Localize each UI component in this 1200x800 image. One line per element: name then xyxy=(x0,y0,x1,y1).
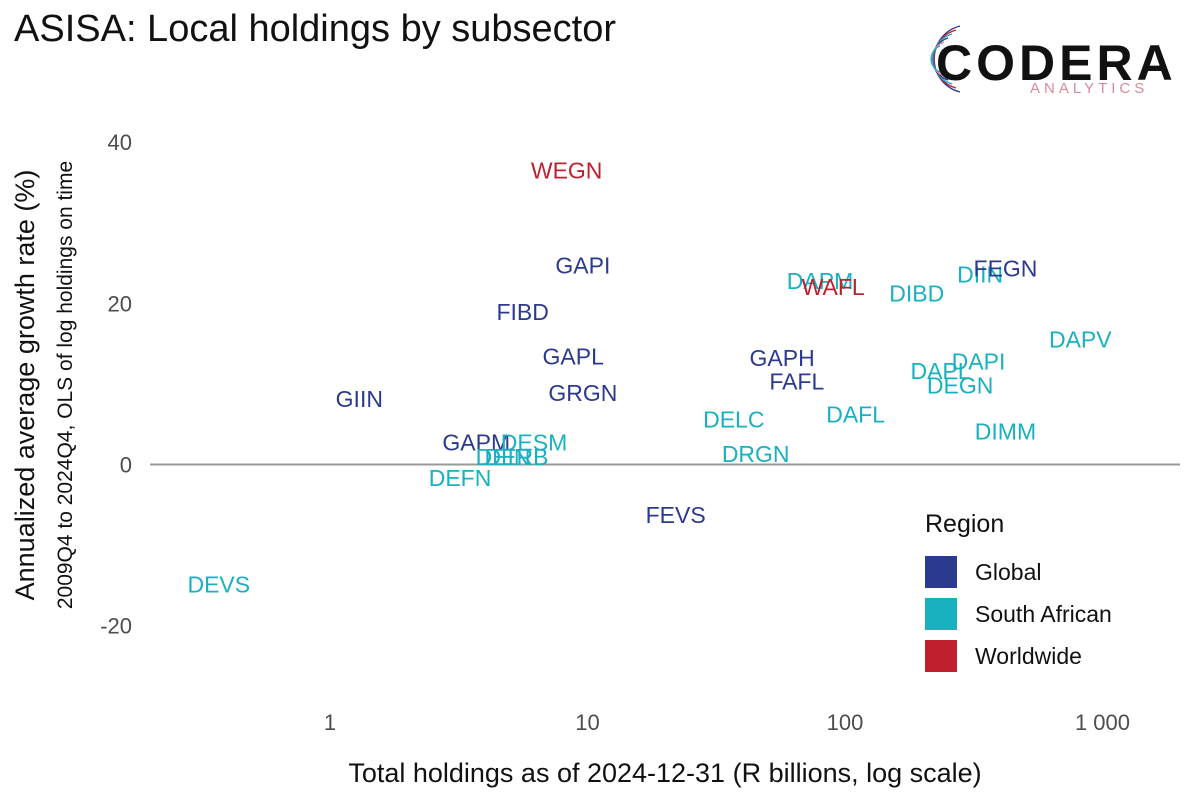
legend-item-global: Global xyxy=(925,551,1112,593)
point-label: DAPM xyxy=(787,268,853,294)
point-label: FIBD xyxy=(496,299,548,325)
point-label: DAFL xyxy=(826,402,885,428)
logo-subtitle: ANALYTICS xyxy=(1030,80,1149,97)
codera-logo: CODERA ANALYTICS xyxy=(912,14,1182,104)
point-label: DIMM xyxy=(975,418,1036,444)
x-tick-label: 1 000 xyxy=(1075,710,1130,735)
legend-swatch-worldwide xyxy=(925,640,957,672)
y-tick-label: -20 xyxy=(100,614,132,639)
point-label: DAPV xyxy=(1049,327,1112,353)
legend-item-south-african: South African xyxy=(925,593,1112,635)
legend-label-south-african: South African xyxy=(975,600,1112,627)
point-label: GAPI xyxy=(555,252,610,278)
point-label: DAPI xyxy=(952,348,1006,374)
point-label: GAPM xyxy=(442,430,510,456)
x-tick-label: 1 xyxy=(324,710,336,735)
legend-item-worldwide: Worldwide xyxy=(925,635,1112,677)
chart-title: ASISA: Local holdings by subsector xyxy=(14,8,617,50)
legend-title: Region xyxy=(925,510,1005,538)
legend-label-global: Global xyxy=(975,558,1042,585)
point-label: GIIN xyxy=(336,386,383,412)
logo-swirl-icon xyxy=(930,25,961,93)
point-label: DRGN xyxy=(722,441,790,467)
point-label: DEVS xyxy=(187,571,250,597)
legend-label-worldwide: Worldwide xyxy=(975,642,1082,669)
point-label: WEGN xyxy=(531,157,603,183)
point-label: FEVS xyxy=(646,502,706,528)
x-axis-label: Total holdings as of 2024-12-31 (R billi… xyxy=(348,758,981,788)
y-tick-label: 20 xyxy=(108,291,132,316)
legend-swatch-global xyxy=(925,556,957,588)
point-label: FAFL xyxy=(769,368,824,394)
point-label: DERB xyxy=(485,444,549,470)
legend-swatch-south-african xyxy=(925,598,957,630)
legend: Region Global South African Worldwide xyxy=(925,510,1112,677)
point-label: DELC xyxy=(703,406,764,432)
logo-wordmark: CODERA xyxy=(936,35,1177,91)
y-tick-label: 40 xyxy=(108,130,132,155)
point-label: DIBD xyxy=(889,281,944,307)
x-tick-label: 10 xyxy=(575,710,599,735)
x-tick-label: 100 xyxy=(827,710,864,735)
point-label: DESM xyxy=(501,430,567,456)
point-label: DEIN xyxy=(476,444,531,470)
y-tick-label: 0 xyxy=(120,452,132,477)
y-axis-label: Annualized average growth rate (%) xyxy=(10,170,40,601)
y-axis-sublabel: 2009Q4 to 2024Q4, OLS of log holdings on… xyxy=(54,161,77,609)
point-label: GAPH xyxy=(750,345,815,371)
point-label: DIIN xyxy=(957,261,1003,287)
point-label: FEGN xyxy=(974,256,1038,282)
point-label: DEFN xyxy=(429,465,492,491)
point-label: DEGN xyxy=(927,373,993,399)
point-label: GRGN xyxy=(548,380,617,406)
point-label: DAPL xyxy=(910,358,970,384)
point-label: WAFL xyxy=(802,274,865,300)
point-label: GAPL xyxy=(543,344,605,370)
